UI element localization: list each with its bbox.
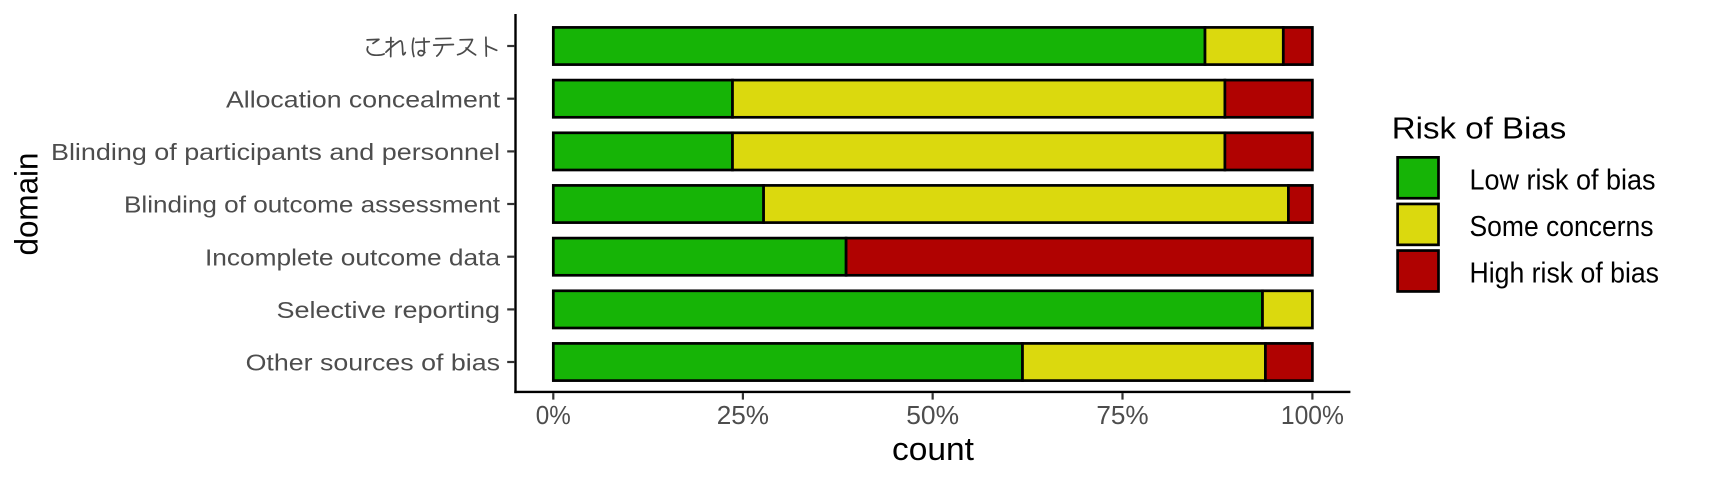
svg-text:domain: domain (9, 153, 45, 256)
svg-text:0%: 0% (536, 400, 571, 430)
svg-text:count: count (892, 431, 974, 467)
svg-text:100%: 100% (1281, 400, 1344, 430)
svg-text:Other sources of bias: Other sources of bias (246, 350, 500, 376)
svg-text:Incomplete outcome data: Incomplete outcome data (205, 244, 501, 270)
svg-text:Low risk of bias: Low risk of bias (1470, 165, 1656, 197)
svg-text:75%: 75% (1096, 400, 1148, 430)
svg-text:High risk of bias: High risk of bias (1470, 258, 1660, 290)
svg-text:25%: 25% (717, 400, 769, 430)
svg-text:Risk of Bias: Risk of Bias (1392, 112, 1567, 146)
svg-text:Selective reporting: Selective reporting (277, 297, 501, 323)
svg-text:Allocation concealment: Allocation concealment (226, 86, 501, 112)
svg-text:50%: 50% (906, 400, 959, 430)
svg-text:Some concerns: Some concerns (1470, 211, 1654, 243)
svg-text:Blinding of outcome assessment: Blinding of outcome assessment (124, 192, 501, 218)
svg-text:Blinding of participants and p: Blinding of participants and personnel (51, 139, 500, 165)
